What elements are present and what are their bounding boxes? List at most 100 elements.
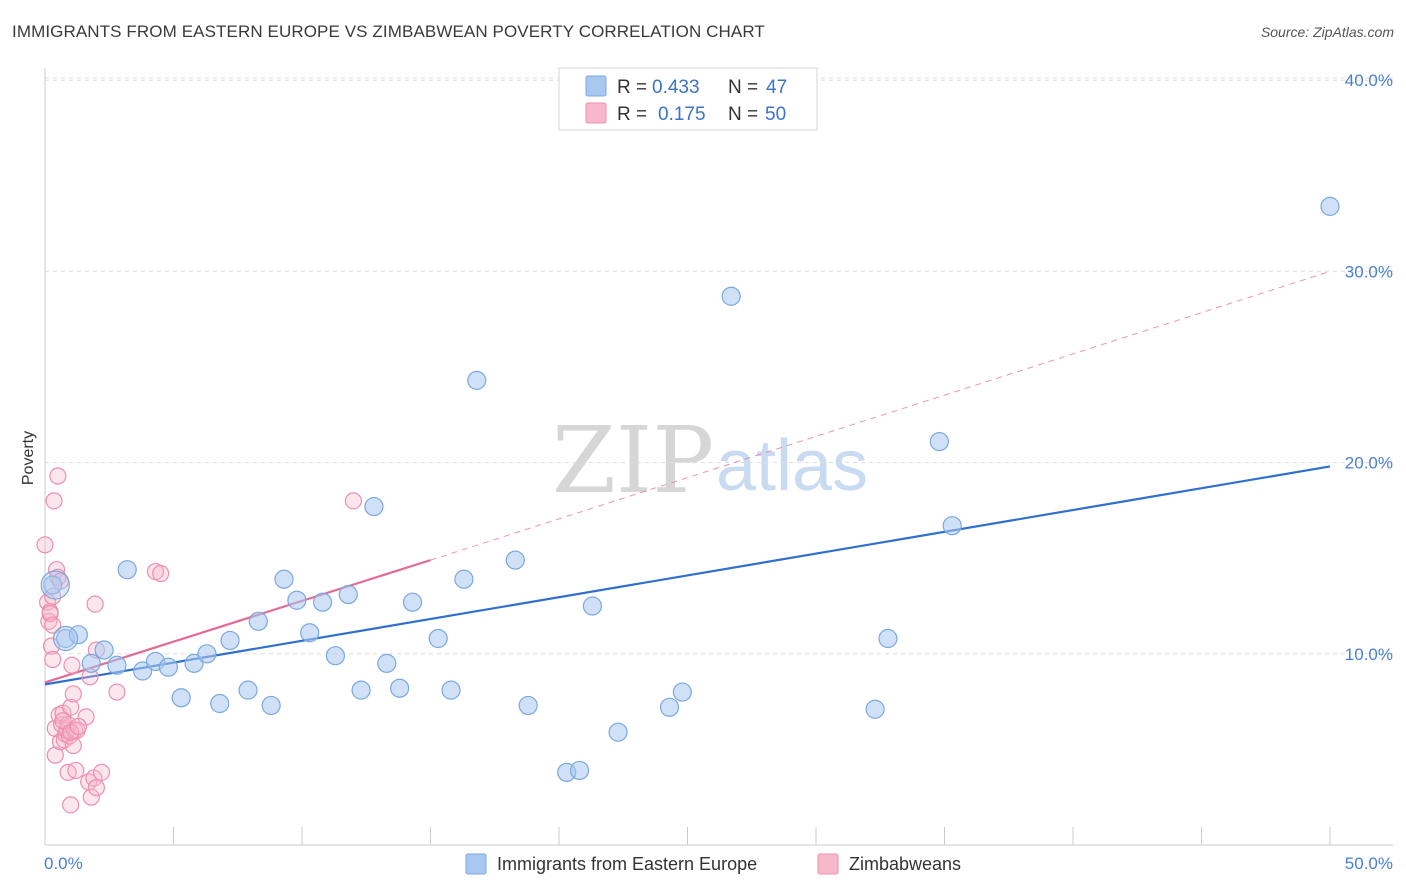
y-tick-label: 30.0% — [1345, 262, 1393, 281]
tick-labels: 10.0% 20.0% 30.0% 40.0% 0.0% 50.0% — [44, 71, 1393, 873]
point-zimbabwean — [63, 656, 81, 674]
point-eastern-europe — [248, 611, 268, 631]
point-zimbabwean — [108, 683, 126, 701]
point-zimbabwean — [49, 467, 67, 485]
legend-n-label-1: N = — [728, 77, 758, 98]
point-eastern-europe — [338, 584, 358, 605]
point-eastern-europe — [721, 286, 741, 306]
point-zimbabwean — [62, 796, 80, 814]
legend-n-value-2: 50 — [765, 104, 786, 125]
point-eastern-europe — [94, 640, 114, 660]
point-eastern-europe — [428, 628, 448, 649]
point-eastern-europe — [261, 695, 281, 716]
point-eastern-europe — [325, 646, 346, 666]
trend-line-pink-dashed — [430, 270, 1331, 561]
point-zimbabwean — [87, 779, 106, 797]
point-eastern-europe — [287, 590, 307, 610]
point-eastern-europe — [672, 682, 692, 702]
point-eastern-europe — [133, 661, 153, 681]
bottom-legend-swatch-blue — [465, 853, 487, 875]
legend-swatch-blue — [585, 75, 607, 97]
point-zimbabwean — [45, 492, 63, 510]
point-eastern-europe — [107, 655, 127, 675]
point-eastern-europe — [197, 644, 217, 664]
point-eastern-europe-cluster — [40, 570, 70, 600]
point-eastern-europe — [117, 560, 137, 580]
y-axis-title: Poverty — [20, 431, 37, 485]
point-eastern-europe — [441, 680, 461, 700]
legend-n-value-1: 47 — [766, 77, 787, 98]
point-eastern-europe — [210, 693, 230, 714]
point-eastern-europe — [184, 653, 204, 673]
grid-lines — [45, 77, 1393, 655]
point-eastern-europe — [81, 653, 101, 673]
point-zimbabwean — [44, 616, 62, 634]
data-points — [36, 196, 1340, 814]
chart-title: IMMIGRANTS FROM EASTERN EUROPE VS ZIMBAB… — [12, 22, 765, 41]
point-eastern-europe — [158, 657, 178, 677]
point-eastern-europe — [929, 431, 949, 452]
axes — [44, 68, 1393, 846]
point-eastern-europe — [569, 760, 590, 781]
point-eastern-europe — [467, 370, 487, 390]
point-zimbabwean — [36, 536, 54, 554]
legend-r-label-2: R = — [617, 104, 647, 125]
point-zimbabwean — [69, 717, 88, 736]
point-eastern-europe — [377, 653, 397, 673]
point-eastern-europe — [312, 592, 333, 612]
point-eastern-europe — [518, 695, 538, 716]
source-label: Source: ZipAtlas.com — [1260, 24, 1394, 40]
bottom-legend-swatch-pink — [817, 853, 839, 875]
point-eastern-europe — [505, 550, 525, 570]
trend-line-pink — [44, 559, 431, 684]
point-eastern-europe — [878, 628, 898, 649]
point-zimbabwean — [62, 698, 80, 716]
point-eastern-europe — [390, 678, 410, 698]
point-eastern-europe — [171, 688, 191, 708]
point-eastern-europe — [300, 623, 320, 643]
trend-line-blue — [44, 465, 1331, 686]
point-eastern-europe — [608, 722, 628, 742]
point-zimbabwean — [67, 761, 85, 780]
point-eastern-europe — [364, 496, 384, 517]
legend: R = 0.433 N = 47 R = 0.175 N = 50 — [558, 67, 818, 131]
point-eastern-europe — [659, 697, 680, 717]
watermark-zip: ZIP — [552, 407, 714, 514]
legend-swatch-pink — [585, 102, 607, 124]
point-zimbabwean — [152, 564, 170, 583]
point-eastern-europe — [865, 699, 885, 719]
point-zimbabwean — [344, 492, 362, 510]
point-zimbabwean — [82, 788, 100, 806]
point-zimbabwean — [92, 763, 111, 781]
point-eastern-europe — [402, 592, 423, 612]
point-eastern-europe — [582, 596, 603, 616]
point-eastern-europe — [220, 630, 240, 651]
point-eastern-europe — [43, 575, 63, 595]
x-tick-label-min: 0.0% — [44, 854, 83, 873]
watermark-atlas: atlas — [716, 426, 868, 506]
point-eastern-europe — [238, 680, 258, 700]
point-eastern-europe — [274, 569, 294, 589]
point-eastern-europe — [351, 680, 371, 700]
point-eastern-europe — [942, 516, 962, 536]
point-zimbabwean — [42, 637, 61, 655]
point-eastern-europe — [454, 569, 474, 589]
point-zimbabwean — [64, 685, 82, 703]
legend-r-value-2: 0.175 — [658, 104, 706, 125]
trend-lines — [44, 270, 1331, 686]
bottom-legend: Immigrants from Eastern Europe Zimbabwea… — [465, 853, 961, 875]
x-tick-label-max: 50.0% — [1345, 854, 1393, 873]
y-tick-label: 10.0% — [1345, 645, 1393, 664]
legend-n-label-2: N = — [728, 104, 758, 125]
y-tick-label: 20.0% — [1345, 454, 1393, 473]
y-tick-label: 40.0% — [1345, 71, 1393, 90]
legend-r-value-1: 0.433 — [652, 77, 700, 98]
point-zimbabwean — [44, 650, 62, 669]
bottom-legend-label-2: Zimbabweans — [849, 854, 961, 874]
point-eastern-europe-cluster — [52, 625, 79, 652]
point-eastern-europe — [1320, 196, 1340, 216]
legend-r-label-1: R = — [617, 77, 647, 98]
bottom-legend-label-1: Immigrants from Eastern Europe — [497, 854, 757, 874]
point-zimbabwean — [86, 595, 104, 613]
